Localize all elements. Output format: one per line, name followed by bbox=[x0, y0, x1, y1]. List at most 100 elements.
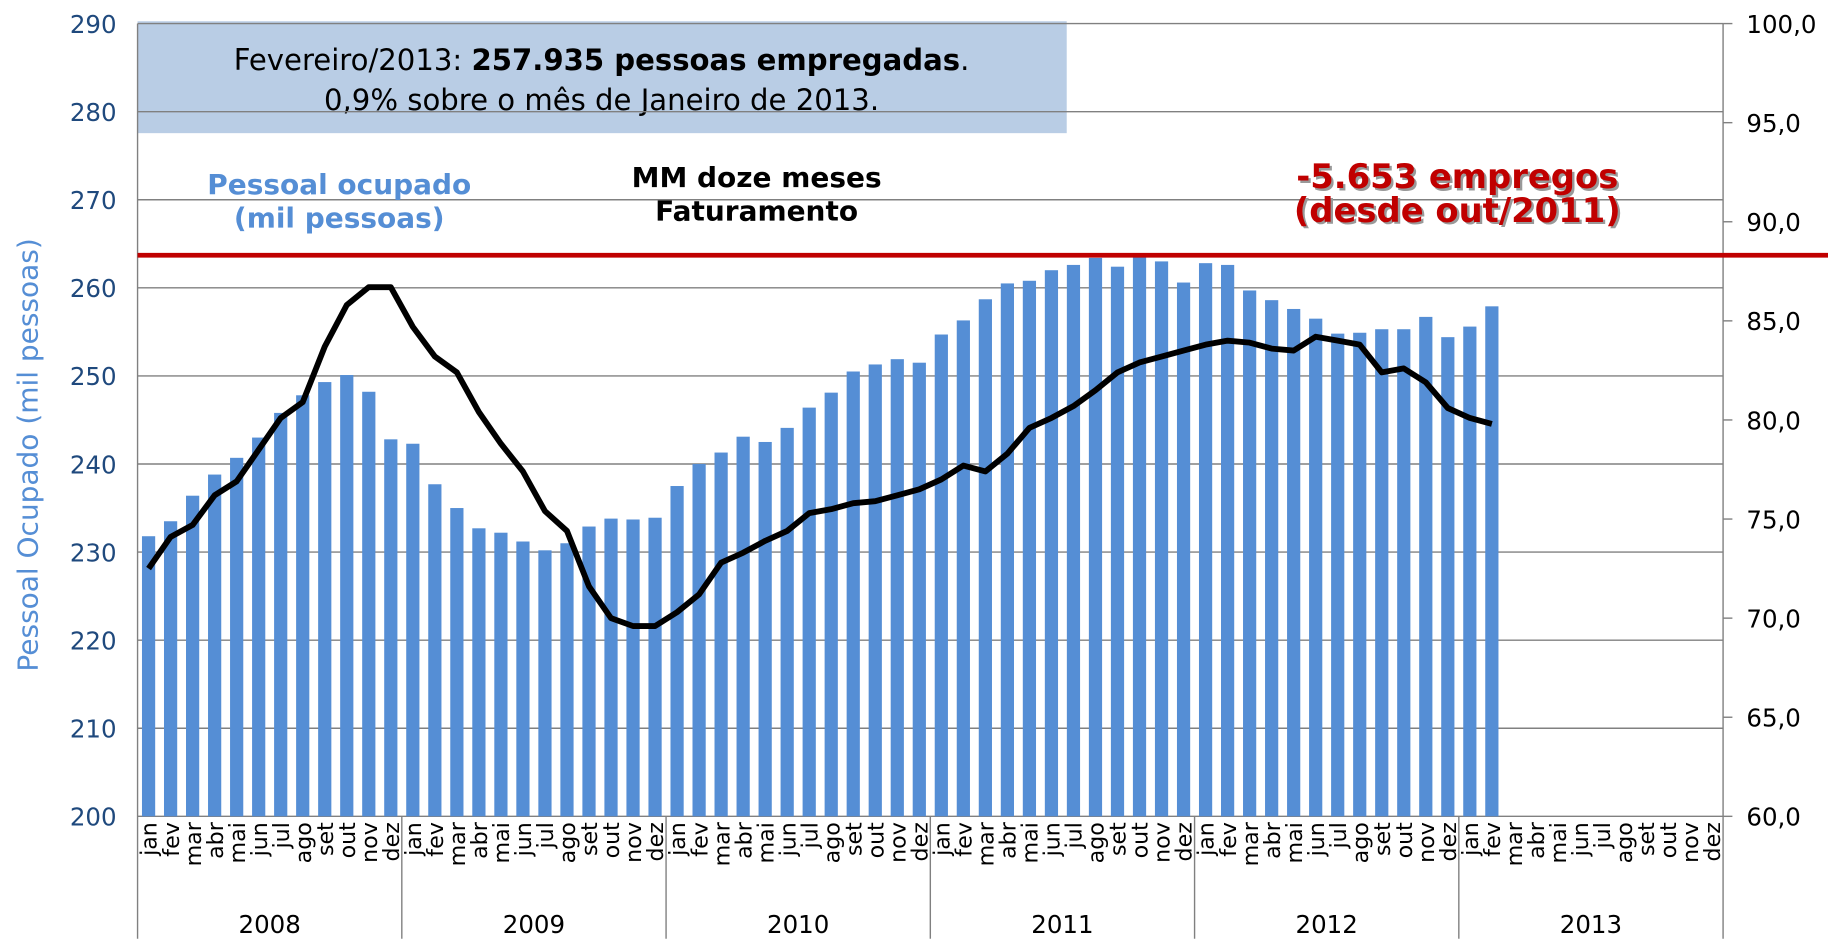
y-tick-label: 280 bbox=[70, 98, 117, 127]
x-tick-label: out bbox=[599, 822, 625, 859]
x-tick-label: set bbox=[577, 822, 603, 856]
series-label: (desde out/2011) bbox=[1294, 191, 1621, 230]
y-tick-label: 250 bbox=[70, 362, 117, 391]
bar bbox=[186, 495, 200, 817]
x-tick-label: mar bbox=[1238, 821, 1264, 866]
bar bbox=[736, 436, 750, 817]
y2-tick-label: 95,0 bbox=[1746, 109, 1800, 138]
x-tick-label: dez bbox=[907, 822, 933, 861]
x-tick-label: ago bbox=[291, 822, 317, 863]
x-tick-label: fev bbox=[952, 822, 978, 857]
bar bbox=[714, 452, 728, 817]
bar bbox=[582, 526, 596, 817]
bar bbox=[560, 543, 574, 817]
bar bbox=[692, 463, 706, 817]
y-tick-label: 230 bbox=[70, 538, 117, 567]
x-tick-label: mar bbox=[181, 821, 207, 866]
x-tick-label: jun bbox=[1568, 822, 1594, 857]
x-tick-label: out bbox=[1656, 822, 1682, 859]
bar bbox=[934, 334, 948, 817]
bar bbox=[428, 484, 442, 817]
x-tick-label: jan bbox=[929, 822, 955, 857]
bar bbox=[978, 299, 992, 817]
bar bbox=[1066, 264, 1081, 817]
bar bbox=[141, 536, 156, 817]
x-tick-label: mai bbox=[1546, 822, 1572, 863]
bar bbox=[406, 443, 420, 817]
y-tick-label: 220 bbox=[70, 626, 117, 655]
bar bbox=[384, 439, 398, 817]
x-tick-label: jul bbox=[1326, 822, 1352, 849]
bar bbox=[1110, 266, 1125, 817]
y-tick-label: 270 bbox=[70, 186, 117, 215]
bar bbox=[626, 519, 640, 817]
year-label: 2011 bbox=[1031, 910, 1093, 939]
x-tick-label: ago bbox=[1612, 822, 1638, 863]
x-tick-label: out bbox=[863, 822, 889, 859]
x-tick-label: set bbox=[1106, 822, 1132, 856]
bar bbox=[1022, 280, 1037, 817]
y2-tick-label: 100,0 bbox=[1746, 10, 1816, 39]
x-tick-label: mai bbox=[489, 822, 515, 863]
x-tick-label: jan bbox=[665, 822, 691, 857]
x-tick-label: nov bbox=[621, 822, 647, 863]
label-shadow: -5.653 empregos bbox=[1299, 159, 1621, 198]
x-tick-label: mar bbox=[709, 821, 735, 866]
bar bbox=[670, 486, 684, 817]
bar bbox=[450, 508, 464, 817]
bar bbox=[274, 412, 288, 817]
x-tick-label: jul bbox=[533, 822, 559, 849]
y-tick-label: 210 bbox=[70, 715, 117, 744]
x-tick-label: abr bbox=[203, 821, 229, 859]
bar bbox=[1463, 326, 1477, 817]
x-tick-label: out bbox=[1128, 822, 1154, 859]
x-tick-label: set bbox=[313, 822, 339, 856]
x-tick-label: dez bbox=[1700, 822, 1726, 861]
y-tick-label: 290 bbox=[70, 10, 117, 39]
bar bbox=[604, 518, 618, 817]
x-tick-label: jan bbox=[137, 822, 163, 857]
x-tick-label: jul bbox=[1062, 822, 1088, 849]
info-box bbox=[137, 21, 1067, 134]
bar bbox=[1198, 263, 1213, 817]
series-label: Pessoal ocupado bbox=[207, 168, 471, 201]
bar bbox=[1397, 329, 1411, 817]
y-tick-label: 260 bbox=[70, 274, 117, 303]
x-tick-label: abr bbox=[1524, 821, 1550, 859]
x-tick-label: ago bbox=[1084, 822, 1110, 863]
bar bbox=[1243, 290, 1257, 817]
bar bbox=[252, 437, 266, 817]
year-label: 2012 bbox=[1296, 910, 1358, 939]
bar bbox=[868, 364, 882, 817]
bar bbox=[1419, 316, 1433, 817]
bar bbox=[1132, 256, 1147, 817]
year-label: 2009 bbox=[503, 910, 565, 939]
x-tick-label: nov bbox=[1678, 822, 1704, 863]
series-label: -5.653 empregos bbox=[1296, 157, 1618, 196]
x-tick-label: set bbox=[1634, 822, 1660, 856]
x-tick-label: out bbox=[1392, 822, 1418, 859]
series-label: MM doze meses bbox=[632, 161, 882, 194]
year-label: 2013 bbox=[1560, 910, 1622, 939]
box-prefix: Fevereiro/2013: bbox=[234, 43, 472, 77]
box-line-1: Fevereiro/2013: 257.935 pessoas empregad… bbox=[234, 43, 970, 77]
bar bbox=[1154, 261, 1169, 817]
box-bold: 257.935 pessoas empregadas bbox=[471, 43, 960, 77]
x-tick-label: jan bbox=[1458, 822, 1484, 857]
x-tick-label: jan bbox=[401, 822, 427, 857]
x-tick-label: dez bbox=[1172, 822, 1198, 861]
x-tick-label: abr bbox=[996, 821, 1022, 859]
box-suffix: . bbox=[960, 43, 969, 77]
bar bbox=[362, 391, 376, 817]
x-tick-label: dez bbox=[1436, 822, 1462, 861]
line bbox=[146, 284, 1493, 629]
x-tick-label: ago bbox=[1348, 822, 1374, 863]
x-tick-label: mar bbox=[974, 821, 1000, 866]
bar bbox=[296, 395, 310, 817]
y-tick-label: 240 bbox=[70, 450, 117, 479]
y-tick-label: 200 bbox=[70, 803, 117, 832]
x-tick-label: nov bbox=[1414, 822, 1440, 863]
y2-tick-label: 85,0 bbox=[1746, 307, 1800, 336]
year-label: 2010 bbox=[767, 910, 829, 939]
x-tick-label: fev bbox=[423, 822, 449, 857]
